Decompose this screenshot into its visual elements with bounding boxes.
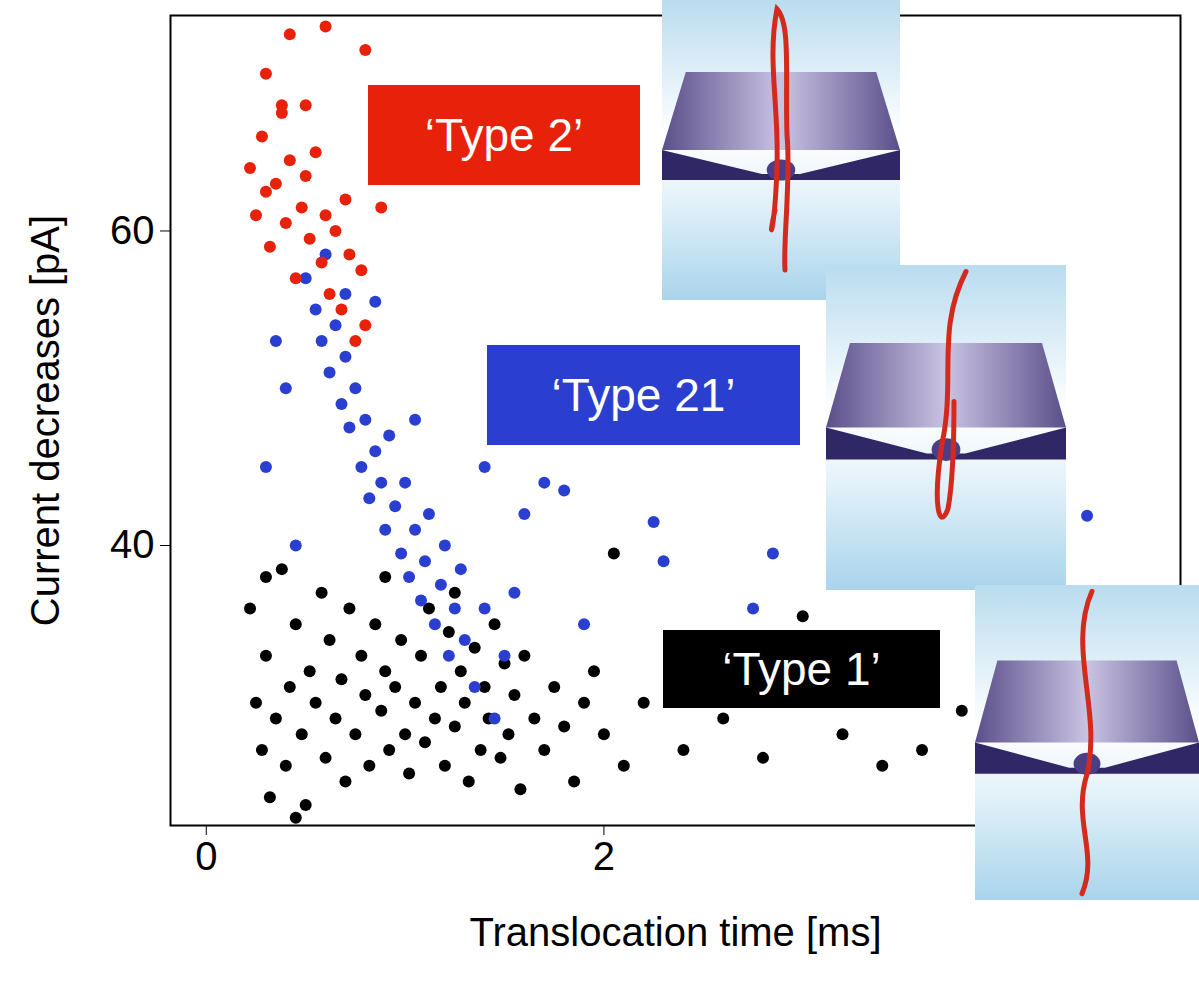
html-text:‘Type 2’: ‘Type 2’ — [424, 109, 584, 161]
svg-text:Translocation time [ms]: Translocation time [ms] — [470, 910, 882, 954]
svg-text:60: 60 — [110, 208, 155, 252]
svg-text:2: 2 — [593, 834, 615, 878]
html-text:‘Type 21’: ‘Type 21’ — [551, 369, 736, 421]
svg-text:0: 0 — [195, 834, 217, 878]
svg-text:Current decreases [pA]: Current decreases [pA] — [23, 215, 67, 626]
html-text:‘Type 1’: ‘Type 1’ — [722, 643, 881, 695]
svg-text:40: 40 — [110, 522, 155, 566]
